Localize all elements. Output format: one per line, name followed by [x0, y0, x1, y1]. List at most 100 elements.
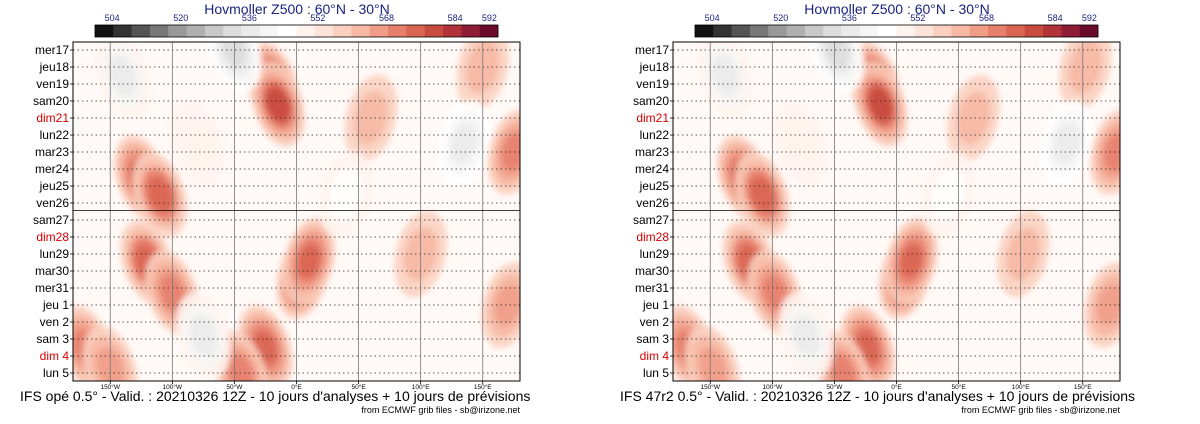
day-label: mer17 — [35, 43, 69, 57]
colorbar-swatch — [186, 25, 206, 37]
longitude-label: 150°W — [700, 383, 720, 391]
colorbar-swatch — [461, 25, 480, 37]
day-label: mer24 — [35, 162, 69, 176]
colorbar-swatch — [296, 25, 316, 37]
longitude-label: 50°W — [226, 383, 243, 391]
colorbar-swatch — [749, 25, 769, 37]
anomaly-contour — [869, 88, 892, 121]
longitude-label: 100°W — [763, 383, 783, 391]
colorbar-swatch — [204, 25, 224, 37]
day-label: mer17 — [635, 43, 669, 57]
colorbar-swatch — [804, 25, 824, 37]
day-label: lun 5 — [643, 366, 669, 380]
hovmoller-chart: Hovmoller Z500 : 60°N - 30°N 504 520 536 552… — [20, 1, 530, 415]
colorbar-swatch — [951, 25, 971, 37]
longitude-label: 50°E — [351, 383, 366, 391]
anomaly-blob — [1089, 108, 1120, 196]
colorbar-swatch — [131, 25, 151, 37]
longitude-label: 150°E — [1074, 383, 1092, 391]
colorbar-swatch — [333, 25, 352, 37]
colorbar-tick-label: 584 — [448, 13, 463, 23]
anomaly-blob — [922, 151, 976, 238]
longitude-label: 100°E — [1012, 383, 1030, 391]
colorbar-swatch — [914, 25, 934, 37]
day-label: lun29 — [40, 247, 70, 261]
anomaly-blob — [1058, 42, 1112, 111]
colorbar-swatch — [823, 25, 842, 37]
day-label: jeu18 — [39, 60, 70, 74]
anomaly-blob — [884, 217, 938, 304]
colorbar-swatch — [168, 25, 187, 37]
anomaly-contour — [782, 117, 818, 170]
anomaly-blob — [250, 61, 306, 147]
colorbar: 504 520 536 552 568 584 592 — [694, 13, 1099, 38]
anomaly-blob — [852, 61, 908, 147]
x-axis: 150°W 100°W 50°W 0°E 50°E 100°E 150°E — [100, 381, 492, 391]
longitude-label: 100°W — [163, 383, 183, 391]
anomaly-blob — [319, 151, 373, 238]
longitude-label: 0°E — [891, 383, 902, 391]
anomaly-blob — [487, 108, 520, 196]
colorbar-swatch — [443, 25, 462, 37]
colorbar-tick-label: 504 — [705, 13, 720, 23]
y-axis: mer17 jeu18 ven19 sam20 dim21 lun22 mar23 mer24… — [33, 43, 73, 380]
colorbar-swatch — [933, 25, 952, 37]
anomaly-contour — [189, 314, 218, 357]
longitude-label: 100°E — [412, 383, 430, 391]
colorbar-swatch — [969, 25, 989, 37]
hovmoller-chart: Hovmoller Z500 : 60°N - 30°N 504 520 536 552… — [620, 1, 1135, 415]
colorbar-swatch — [695, 25, 714, 37]
longitude-label: 150°E — [474, 383, 492, 391]
colorbar-swatch — [1079, 25, 1099, 37]
day-label: ven26 — [36, 196, 69, 210]
anomaly-contour — [791, 314, 820, 357]
anomaly-blob — [437, 100, 491, 187]
day-label: dim21 — [36, 111, 69, 125]
anomaly-contour — [956, 91, 991, 145]
colorbar: 504 520 536 552 568 584 592 — [94, 13, 499, 38]
day-label: mer31 — [35, 281, 69, 295]
colorbar-swatch — [841, 25, 861, 37]
anomaly-blob — [132, 151, 188, 238]
anomaly-blob — [685, 325, 741, 381]
day-label: jeu 1 — [642, 298, 669, 312]
day-label: lun29 — [640, 247, 670, 261]
colorbar-swatch — [896, 25, 916, 37]
colorbar-swatch — [351, 25, 371, 37]
colorbar-tick-label: 520 — [773, 13, 788, 23]
colorbar-tick-label: 568 — [379, 13, 394, 23]
anomaly-contour — [750, 176, 775, 213]
colorbar-tick-label: 536 — [242, 13, 257, 23]
colorbar-tick-label: 584 — [1048, 13, 1063, 23]
day-label: mar23 — [35, 145, 69, 159]
chart-source: from ECMWF grib files - sb@irizone.net — [361, 405, 520, 415]
day-label: lun22 — [640, 128, 670, 142]
anomaly-contour — [698, 347, 727, 381]
anomaly-blob — [282, 217, 336, 304]
colorbar-frame — [694, 24, 1099, 38]
hovmoller-panel-ifs-47r2: Hovmoller Z500 : 60°N - 30°N 504 520 536 552… — [600, 0, 1200, 424]
anomaly-contour — [329, 168, 364, 221]
day-label: sam27 — [33, 213, 69, 227]
colorbar-tick-label: 592 — [482, 13, 497, 23]
anomaly-contour — [711, 54, 740, 97]
chart-source: from ECMWF grib files - sb@irizone.net — [961, 405, 1120, 415]
day-label: jeu25 — [639, 179, 670, 193]
anomaly-blob — [772, 100, 828, 187]
colorbar-swatch — [388, 25, 407, 37]
colorbar-tick-label: 552 — [910, 13, 925, 23]
anomaly-contour — [297, 244, 320, 278]
day-label: jeu25 — [39, 179, 70, 193]
anomaly-contour — [931, 168, 966, 221]
day-label: dim 4 — [640, 349, 670, 363]
anomaly-contour — [762, 275, 788, 312]
colorbar-swatch — [406, 25, 426, 37]
anomaly-blob — [747, 250, 803, 336]
colorbar-frame — [94, 24, 499, 38]
x-axis: 150°W 100°W 50°W 0°E 50°E 100°E 150°E — [700, 381, 1092, 391]
colorbar-swatch — [278, 25, 297, 37]
colorbar-swatch — [113, 25, 132, 37]
colorbar-swatch — [259, 25, 279, 37]
colorbar-swatch — [1043, 25, 1062, 37]
anomaly-blob — [722, 219, 778, 306]
